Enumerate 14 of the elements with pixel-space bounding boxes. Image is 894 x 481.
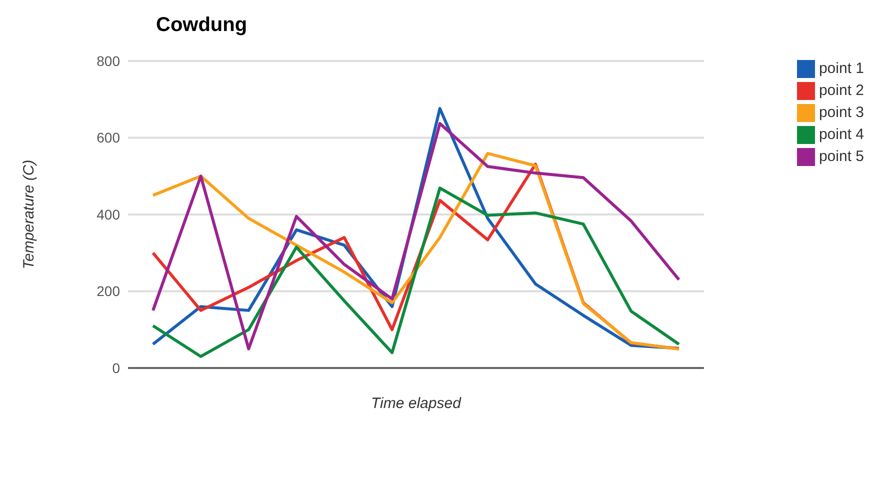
line-series [152,186,680,358]
y-tick-label: 600 [96,130,120,146]
y-axis-title: Temperature (C) [20,160,38,270]
legend-label: point 3 [818,104,864,121]
chart-title: Cowdung [156,14,248,37]
legend-label: point 4 [818,126,864,143]
x-axis-title: Time elapsed [371,395,462,412]
legend-label: point 5 [818,148,864,165]
y-tick-label: 800 [96,52,120,69]
y-tick-label: 0 [112,360,120,376]
y-tick-label: 200 [96,283,120,300]
legend-label: point 2 [818,82,864,99]
y-tick-label: 400 [96,206,120,222]
legend-label: point 1 [818,60,864,77]
